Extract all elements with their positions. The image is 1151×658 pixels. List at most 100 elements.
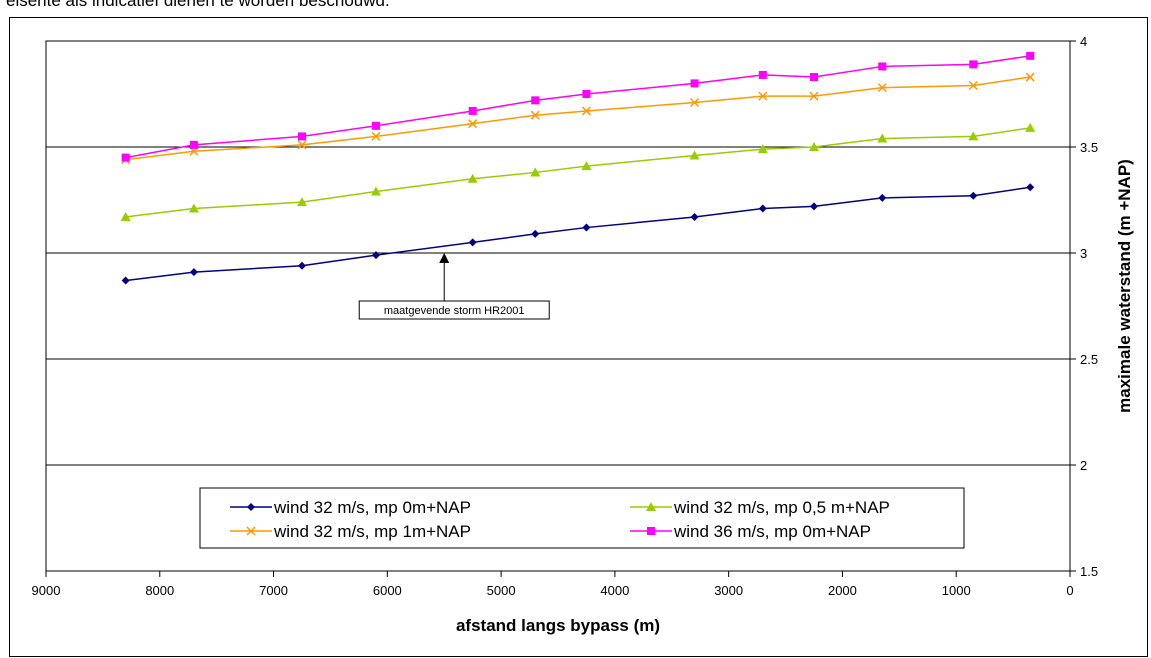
x-tick-label: 3000 — [714, 583, 743, 598]
data-point — [1026, 51, 1035, 60]
x-tick-label: 0 — [1066, 583, 1073, 598]
data-point — [1025, 122, 1036, 132]
data-point — [689, 150, 700, 160]
legend-box — [199, 487, 965, 549]
x-tick-label: 1000 — [942, 583, 971, 598]
legend: wind 32 m/s, mp 0m+NAP wind 32 m/s, mp 0,… — [199, 487, 965, 549]
data-point — [531, 96, 540, 105]
data-point — [120, 211, 131, 221]
data-point — [877, 133, 888, 143]
data-point — [1026, 183, 1035, 192]
series-line — [125, 127, 1031, 218]
data-point — [878, 62, 887, 71]
data-point — [468, 119, 478, 129]
data-point — [370, 186, 381, 196]
legend-entry: wind 32 m/s, mp 0m+NAP — [230, 498, 471, 517]
annotation: maatgevende storm HR2001 — [358, 253, 550, 320]
x-axis: 0 1000 2000 3000 4000 5000 6000 7000 8000 9000 — [32, 571, 1074, 598]
data-point — [189, 140, 198, 149]
x-tick-label: 9000 — [32, 583, 61, 598]
data-point — [878, 193, 887, 202]
data-point — [189, 268, 198, 277]
data-point — [298, 261, 306, 270]
data-point — [810, 73, 818, 82]
x-tick-label: 4000 — [600, 583, 629, 598]
data-point — [371, 251, 380, 260]
data-point — [371, 121, 380, 130]
legend-label: wind 32 m/s, mp 1m+NAP — [273, 522, 471, 541]
data-point — [121, 153, 130, 162]
data-point — [1025, 72, 1035, 82]
data-point — [968, 80, 978, 91]
data-point — [969, 60, 978, 69]
data-point — [758, 91, 768, 101]
data-point — [467, 173, 478, 183]
data-point — [297, 140, 307, 150]
x-tick-label: 2000 — [828, 583, 857, 598]
page-caption-text: elsente als indicatief dienen te worden … — [6, 0, 390, 10]
series-line — [125, 55, 1031, 159]
data-point — [757, 144, 768, 154]
legend-swatch-marker — [247, 503, 255, 511]
legend-label: wind 32 m/s, mp 0m+NAP — [273, 498, 471, 517]
plot-area — [45, 40, 1071, 572]
legend-entry: wind 36 m/s, mp 0m+NAP — [630, 522, 871, 541]
data-point — [968, 131, 979, 141]
legend-label: wind 36 m/s, mp 0m+NAP — [673, 522, 871, 541]
data-point — [877, 83, 887, 93]
data-point — [531, 229, 540, 238]
data-point — [188, 203, 199, 213]
data-point — [969, 191, 978, 200]
x-tick-label: 5000 — [487, 583, 516, 598]
data-point — [758, 204, 767, 213]
line-chart: 0 1000 2000 3000 4000 5000 6000 7000 8000 9000 1.… — [32, 34, 1134, 635]
data-point — [468, 106, 477, 115]
y-tick-label: 1.5 — [1080, 564, 1098, 579]
data-point — [581, 106, 591, 116]
data-point — [582, 90, 591, 98]
annotation-arrowhead — [439, 253, 450, 263]
series-line — [125, 186, 1031, 282]
data-point — [809, 91, 819, 101]
data-point — [371, 131, 381, 141]
legend-label: wind 32 m/s, mp 0,5 m+NAP — [673, 498, 890, 517]
data-point — [581, 161, 592, 171]
annotation-text: maatgevende storm HR2001 — [384, 305, 525, 317]
series-2 — [120, 122, 1036, 221]
y-tick-label: 2 — [1080, 458, 1087, 473]
legend-swatch-marker — [246, 526, 256, 536]
y-axis-label: maximale waterstand (m +NAP) — [1115, 159, 1134, 413]
data-point — [582, 223, 591, 232]
data-point — [758, 70, 767, 79]
y-tick-label: 4 — [1080, 34, 1087, 49]
data-point — [297, 197, 307, 207]
y-tick-label: 3 — [1080, 246, 1087, 261]
series-1 — [121, 183, 1035, 285]
y-tick-label: 2.5 — [1080, 352, 1098, 367]
y-axis: 1.5 2 2.5 3 3.5 4 — [1070, 34, 1098, 579]
legend-swatch-marker — [647, 527, 655, 535]
legend-swatch-marker — [646, 502, 656, 511]
series-4 — [121, 51, 1035, 162]
data-point — [690, 79, 699, 88]
data-point — [690, 212, 699, 221]
series-group — [120, 51, 1036, 285]
data-point — [298, 132, 306, 141]
data-point — [810, 202, 818, 211]
data-point — [530, 167, 541, 177]
x-tick-label: 6000 — [373, 583, 402, 598]
data-point — [121, 276, 130, 285]
data-point — [468, 238, 477, 247]
chart-frame: 0 1000 2000 3000 4000 5000 6000 7000 8000 9000 1.… — [9, 17, 1148, 657]
data-point — [809, 142, 819, 151]
legend-entry: wind 32 m/s, mp 1m+NAP — [230, 522, 471, 541]
data-point — [690, 97, 700, 108]
annotation-box — [358, 300, 550, 320]
series-3 — [121, 72, 1035, 165]
data-point — [530, 110, 540, 120]
x-tick-label: 8000 — [145, 583, 174, 598]
x-tick-label: 7000 — [259, 583, 288, 598]
legend-entry: wind 32 m/s, mp 0,5 m+NAP — [630, 498, 890, 517]
y-tick-label: 3.5 — [1080, 140, 1098, 155]
x-axis-label: afstand langs bypass (m) — [456, 616, 660, 635]
